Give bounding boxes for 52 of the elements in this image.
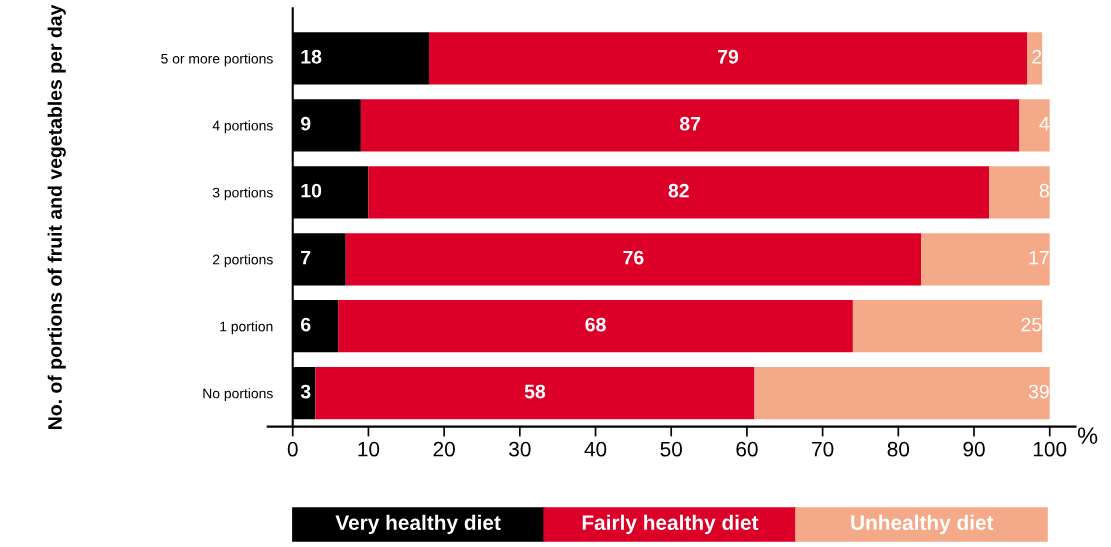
data-label: 58 (524, 384, 546, 399)
y-tick-label: 4 portions (212, 120, 273, 134)
y-tick-label: 1 portion (220, 321, 273, 335)
x-tick-label: 90 (963, 441, 985, 457)
bar (1019, 99, 1050, 152)
bar (360, 99, 1020, 152)
bar (921, 233, 1050, 286)
bar (338, 300, 853, 353)
data-label: 82 (668, 183, 689, 198)
data-label: 68 (585, 317, 606, 332)
data-label: 79 (718, 49, 739, 64)
x-tick-label: 50 (660, 441, 682, 457)
data-label: 6 (301, 317, 311, 332)
bar (754, 367, 1050, 420)
x-tick-label: 60 (736, 441, 758, 457)
x-tick-label: 20 (433, 441, 455, 457)
x-tick-label: 70 (812, 441, 834, 457)
text: Unhealthy diet (851, 514, 994, 535)
x-tick-label: 0 (287, 441, 298, 457)
data-label: 39 (1028, 384, 1049, 399)
bar (428, 32, 1027, 85)
x-tick-label: 40 (584, 441, 607, 457)
data-label: 10 (301, 183, 322, 198)
y-tick-label: No portions (203, 388, 273, 402)
bar (1027, 32, 1043, 85)
data-label: 17 (1029, 250, 1049, 265)
data-label: 4 (1039, 117, 1050, 131)
text: Very healthy diet (335, 514, 501, 535)
x-tick-label: 10 (358, 441, 380, 457)
y-tick-label: 2 portions (213, 254, 273, 268)
x-tick-label: 100 (1033, 441, 1067, 457)
bar (345, 233, 922, 286)
y-tick-label: 5 or more portions (161, 53, 273, 67)
data-label: 2 (1032, 49, 1042, 64)
data-label: 3 (300, 384, 311, 399)
bar (989, 166, 1050, 219)
data-label: 9 (300, 116, 311, 131)
data-label: 8 (1039, 183, 1049, 198)
bar (852, 300, 1043, 353)
bar (315, 367, 755, 420)
x-tick-label: 30 (509, 441, 531, 457)
y-axis-title: No. of portions of fruit and vegetables per day (47, 4, 66, 429)
data-label: 7 (301, 250, 311, 265)
x-axis-title: % (1077, 427, 1098, 444)
data-label: 76 (623, 250, 644, 265)
data-label: 25 (1021, 317, 1042, 332)
y-tick-label: 3 portions (212, 187, 273, 201)
data-label: 87 (679, 116, 701, 131)
x-tick-label: 80 (887, 441, 910, 457)
bar (368, 166, 990, 219)
data-label: 18 (301, 49, 322, 64)
text: Fairly healthy diet (582, 514, 759, 535)
